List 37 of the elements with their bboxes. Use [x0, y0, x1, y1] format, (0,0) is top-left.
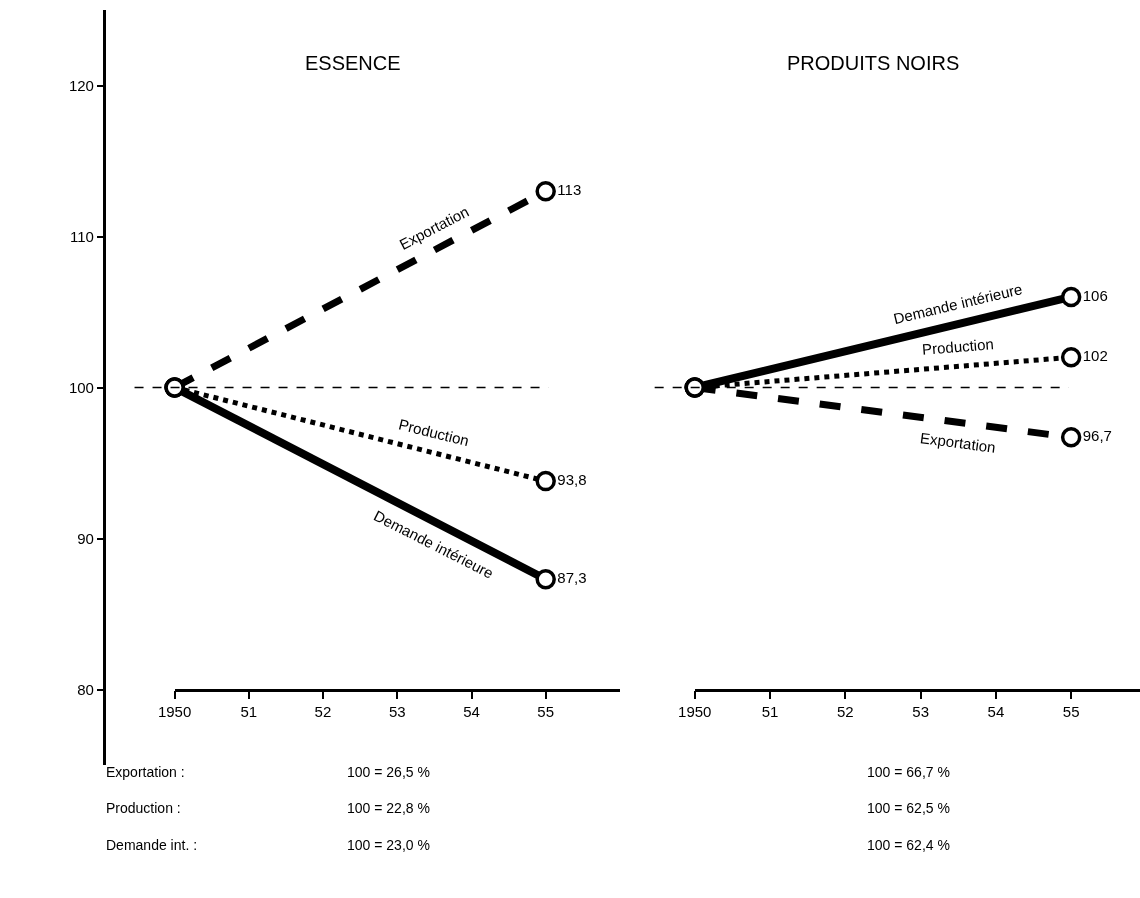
x-tick-label: 52 — [314, 703, 332, 721]
text: Exportation — [919, 429, 997, 456]
x-tick-label: 52 — [836, 703, 854, 721]
y-tick-label: 90 — [77, 529, 94, 547]
y-tick-label: 80 — [77, 680, 94, 698]
y-tick-label: 120 — [68, 76, 94, 94]
text: Demande intérieure — [891, 280, 1024, 328]
x-tick-label: 53 — [389, 703, 406, 721]
x-tick-label: 54 — [987, 703, 1005, 721]
annotation: 100 = 26,5 % — [347, 764, 430, 780]
text: ESSENCE — [305, 52, 401, 74]
x-tick-label: 51 — [240, 703, 258, 721]
text: 100 = 62,5 % — [867, 800, 950, 816]
x-tick-label: 1950 — [157, 703, 192, 721]
text: Production : — [106, 800, 181, 816]
data-label: 102 — [1082, 347, 1108, 365]
text: Demande int. : — [106, 837, 198, 853]
chart-title: PRODUITS NOIRS — [787, 52, 960, 74]
text: 100 = 22,8 % — [347, 800, 430, 816]
x-tick-label: 51 — [761, 703, 779, 721]
text: 100 = 23,0 % — [347, 837, 430, 853]
data-label: 113 — [557, 180, 582, 198]
x-tick-label: 55 — [537, 703, 555, 721]
series-label: Production — [921, 335, 995, 358]
x-tick-label: 53 — [912, 703, 930, 721]
y-tick-label: 110 — [70, 227, 94, 245]
text: 100 = 66,7 % — [867, 764, 950, 780]
text: 100 = 62,4 % — [867, 837, 950, 853]
data-label: 93,8 — [557, 470, 587, 488]
data-label: 96,7 — [1082, 427, 1112, 445]
x-tick-label: 55 — [1062, 703, 1080, 721]
data-label: 87,3 — [557, 569, 587, 587]
x-tick-label: 54 — [463, 703, 480, 721]
y-tick-label: 100 — [68, 378, 94, 396]
annotation: Exportation : — [106, 764, 185, 780]
x-tick-label: 1950 — [678, 703, 712, 721]
data-label: 106 — [1082, 286, 1108, 304]
